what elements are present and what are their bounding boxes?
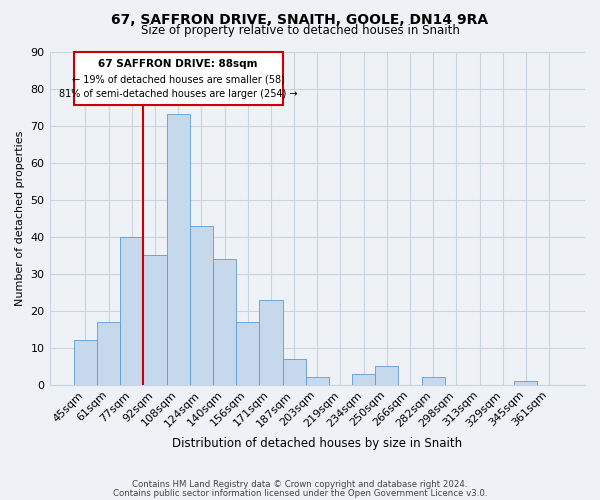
Bar — [167, 114, 190, 385]
Text: 81% of semi-detached houses are larger (254) →: 81% of semi-detached houses are larger (… — [59, 89, 298, 99]
Bar — [352, 374, 375, 385]
Bar — [305, 378, 329, 385]
Text: 67, SAFFRON DRIVE, SNAITH, GOOLE, DN14 9RA: 67, SAFFRON DRIVE, SNAITH, GOOLE, DN14 9… — [112, 12, 488, 26]
Text: 67 SAFFRON DRIVE: 88sqm: 67 SAFFRON DRIVE: 88sqm — [98, 60, 258, 70]
Text: Contains public sector information licensed under the Open Government Licence v3: Contains public sector information licen… — [113, 488, 487, 498]
Bar — [97, 322, 120, 385]
Bar — [190, 226, 213, 385]
Bar — [120, 236, 143, 385]
Bar — [259, 300, 283, 385]
Bar — [213, 259, 236, 385]
FancyBboxPatch shape — [74, 52, 283, 105]
Y-axis label: Number of detached properties: Number of detached properties — [15, 130, 25, 306]
Bar — [74, 340, 97, 385]
Bar — [514, 381, 538, 385]
Text: ← 19% of detached houses are smaller (58): ← 19% of detached houses are smaller (58… — [72, 74, 284, 85]
Text: Size of property relative to detached houses in Snaith: Size of property relative to detached ho… — [140, 24, 460, 37]
Bar — [375, 366, 398, 385]
Bar — [283, 359, 305, 385]
Text: Contains HM Land Registry data © Crown copyright and database right 2024.: Contains HM Land Registry data © Crown c… — [132, 480, 468, 489]
X-axis label: Distribution of detached houses by size in Snaith: Distribution of detached houses by size … — [172, 437, 463, 450]
Bar — [236, 322, 259, 385]
Bar — [143, 255, 167, 385]
Bar — [422, 378, 445, 385]
